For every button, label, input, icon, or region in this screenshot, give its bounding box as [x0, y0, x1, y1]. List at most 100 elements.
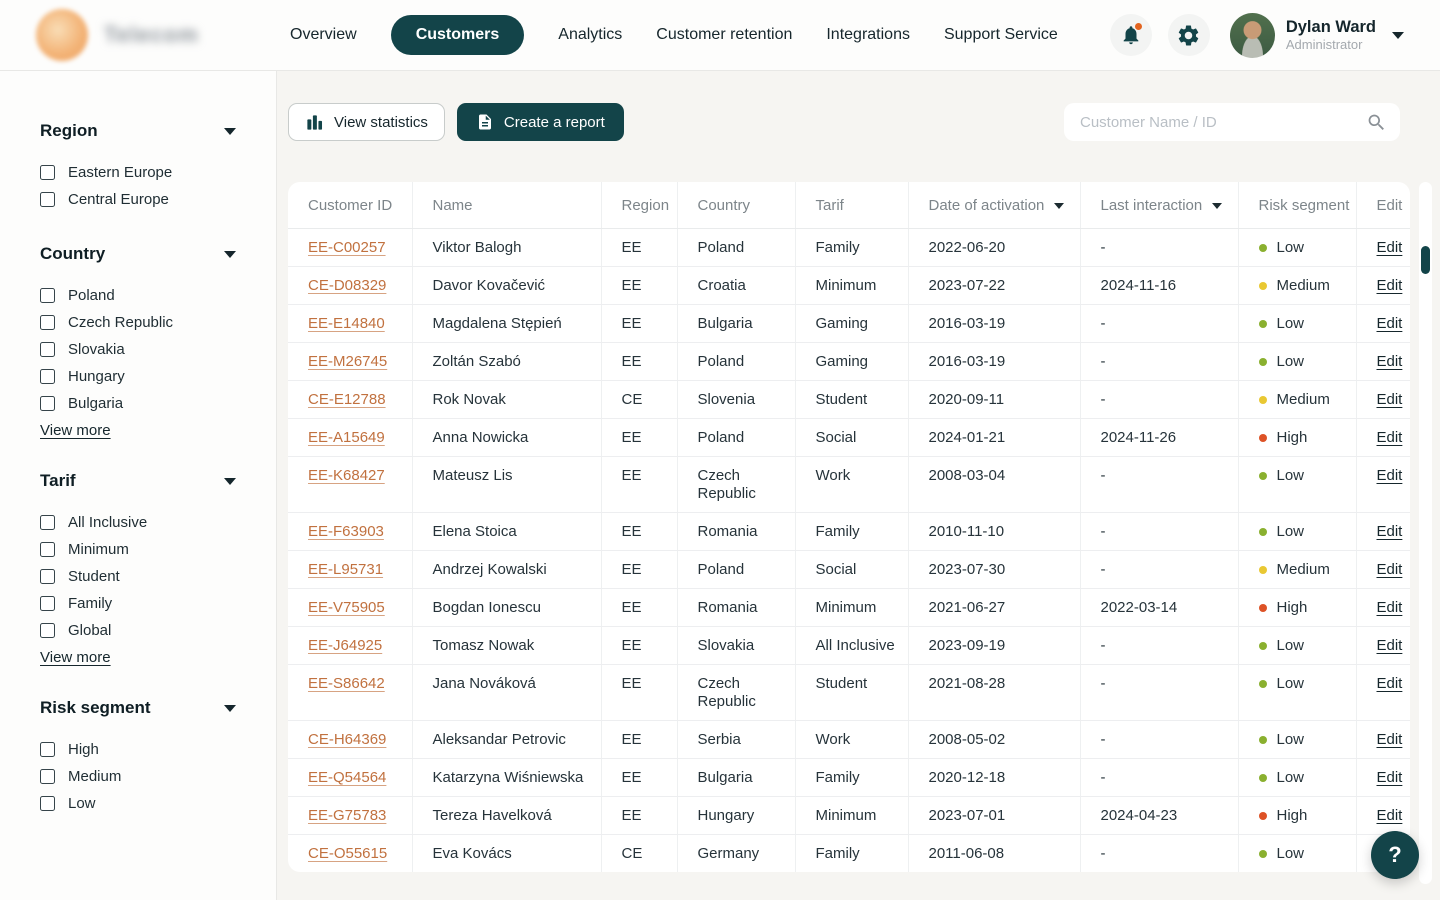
- edit-link[interactable]: Edit: [1376, 599, 1403, 616]
- chevron-down-icon[interactable]: [224, 704, 236, 712]
- filter-item-poland[interactable]: Poland: [40, 282, 236, 309]
- nav-item-overview[interactable]: Overview: [290, 26, 357, 43]
- nav-item-support-service[interactable]: Support Service: [943, 26, 1058, 43]
- customer-id-link[interactable]: EE-Q54564: [308, 769, 387, 786]
- edit-link[interactable]: Edit: [1376, 315, 1403, 332]
- checkbox[interactable]: [40, 769, 55, 784]
- customer-id-link[interactable]: CE-H64369: [308, 731, 387, 748]
- customer-id-link[interactable]: EE-S86642: [308, 675, 385, 692]
- table-row: EE-Q54564 Katarzyna Wiśniewska EE Bulgaria F…: [288, 758, 1410, 797]
- create-report-button[interactable]: Create a report: [456, 103, 624, 141]
- checkbox[interactable]: [40, 542, 55, 557]
- filter-item-slovakia[interactable]: Slovakia: [40, 336, 236, 363]
- checkbox[interactable]: [40, 515, 55, 530]
- toolbar: View statistics Create a report: [288, 103, 1400, 141]
- view-statistics-button[interactable]: View statistics: [288, 103, 445, 141]
- customer-id-link[interactable]: CE-D08329: [308, 277, 387, 294]
- customer-name: Magdalena Stępień: [432, 315, 562, 332]
- filter-item-global[interactable]: Global: [40, 617, 236, 644]
- edit-link[interactable]: Edit: [1376, 769, 1403, 786]
- filter-item-high[interactable]: High: [40, 736, 236, 763]
- nav-item-customers[interactable]: Customers: [390, 15, 525, 55]
- sort-chevron-down-icon[interactable]: [1212, 203, 1223, 210]
- region-cell: EE: [621, 807, 642, 824]
- customer-id-link[interactable]: EE-V75905: [308, 599, 385, 616]
- checkbox[interactable]: [40, 596, 55, 611]
- column-header-last-interaction[interactable]: Last interaction: [1079, 182, 1238, 229]
- chevron-down-icon[interactable]: [224, 127, 236, 135]
- checkbox[interactable]: [40, 288, 55, 303]
- edit-link[interactable]: Edit: [1376, 731, 1403, 748]
- user-role: Administrator: [1285, 37, 1363, 52]
- edit-link[interactable]: Edit: [1376, 429, 1403, 446]
- column-header-label: Risk segment: [1258, 197, 1350, 214]
- customer-id-link[interactable]: EE-G75783: [308, 807, 387, 824]
- customer-id-link[interactable]: EE-F63903: [308, 523, 384, 540]
- bell-icon: [1123, 26, 1139, 45]
- nav-item-analytics[interactable]: Analytics: [558, 26, 623, 43]
- filter-item-medium[interactable]: Medium: [40, 763, 236, 790]
- edit-link[interactable]: Edit: [1376, 391, 1403, 408]
- risk-segment-cell: Medium: [1258, 561, 1348, 579]
- checkbox[interactable]: [40, 342, 55, 357]
- customer-id-link[interactable]: EE-E14840: [308, 315, 385, 332]
- filter-item-all-inclusive[interactable]: All Inclusive: [40, 509, 236, 536]
- edit-link[interactable]: Edit: [1376, 523, 1403, 540]
- checkbox[interactable]: [40, 369, 55, 384]
- checkbox[interactable]: [40, 742, 55, 757]
- help-button[interactable]: ?: [1371, 831, 1419, 879]
- sort-chevron-down-icon[interactable]: [1054, 203, 1065, 210]
- checkbox[interactable]: [40, 796, 55, 811]
- edit-link[interactable]: Edit: [1376, 467, 1403, 484]
- table-scrollbar-track[interactable]: [1419, 182, 1432, 884]
- customer-id-link[interactable]: EE-M26745: [308, 353, 388, 370]
- checkbox[interactable]: [40, 569, 55, 584]
- chevron-down-icon[interactable]: [224, 477, 236, 485]
- filter-item-student[interactable]: Student: [40, 563, 236, 590]
- checkbox[interactable]: [40, 623, 55, 638]
- checkbox[interactable]: [40, 315, 55, 330]
- customer-id-link[interactable]: EE-A15649: [308, 429, 385, 446]
- filter-item-low[interactable]: Low: [40, 790, 236, 817]
- customer-id-link[interactable]: CE-E12788: [308, 391, 386, 408]
- customer-id-link[interactable]: EE-C00257: [308, 239, 386, 256]
- view-more-link[interactable]: View more: [40, 649, 111, 666]
- edit-link[interactable]: Edit: [1376, 277, 1403, 294]
- risk-label: Low: [1276, 467, 1305, 484]
- customer-id-link[interactable]: EE-L95731: [308, 561, 384, 578]
- edit-link[interactable]: Edit: [1376, 561, 1403, 578]
- brand[interactable]: Telecom: [36, 9, 244, 61]
- edit-link[interactable]: Edit: [1376, 353, 1403, 370]
- filter-item-central-europe[interactable]: Central Europe: [40, 186, 236, 213]
- nav-item-integrations[interactable]: Integrations: [826, 26, 910, 43]
- customer-id-link[interactable]: EE-K68427: [308, 467, 385, 484]
- filter-item-eastern-europe[interactable]: Eastern Europe: [40, 159, 236, 186]
- filter-item-hungary[interactable]: Hungary: [40, 363, 236, 390]
- filter-item-minimum[interactable]: Minimum: [40, 536, 236, 563]
- view-more-link[interactable]: View more: [40, 422, 111, 439]
- edit-link[interactable]: Edit: [1376, 807, 1403, 824]
- search-box[interactable]: [1064, 103, 1400, 141]
- chevron-down-icon[interactable]: [224, 250, 236, 258]
- checkbox[interactable]: [40, 396, 55, 411]
- edit-link[interactable]: Edit: [1376, 239, 1403, 256]
- user-avatar[interactable]: [1229, 12, 1275, 58]
- checkbox[interactable]: [40, 192, 55, 207]
- filter-item-family[interactable]: Family: [40, 590, 236, 617]
- filter-item-czech-republic[interactable]: Czech Republic: [40, 309, 236, 336]
- customer-id-link[interactable]: CE-O55615: [308, 845, 388, 862]
- search-input[interactable]: [1080, 113, 1366, 131]
- nav-item-customer-retention[interactable]: Customer retention: [656, 26, 793, 43]
- edit-link[interactable]: Edit: [1376, 675, 1403, 692]
- user-menu-chevron-down-icon[interactable]: [1392, 31, 1404, 39]
- table-scrollbar-thumb[interactable]: [1421, 246, 1430, 274]
- notifications-button[interactable]: [1109, 14, 1152, 56]
- settings-button[interactable]: [1167, 14, 1210, 56]
- risk-segment-cell: High: [1258, 599, 1348, 617]
- filter-item-bulgaria[interactable]: Bulgaria: [40, 390, 236, 417]
- column-header-date-of-activation[interactable]: Date of activation: [907, 182, 1080, 229]
- edit-link[interactable]: Edit: [1376, 637, 1403, 654]
- search-icon[interactable]: [1366, 112, 1387, 133]
- customer-id-link[interactable]: EE-J64925: [308, 637, 383, 654]
- checkbox[interactable]: [40, 165, 55, 180]
